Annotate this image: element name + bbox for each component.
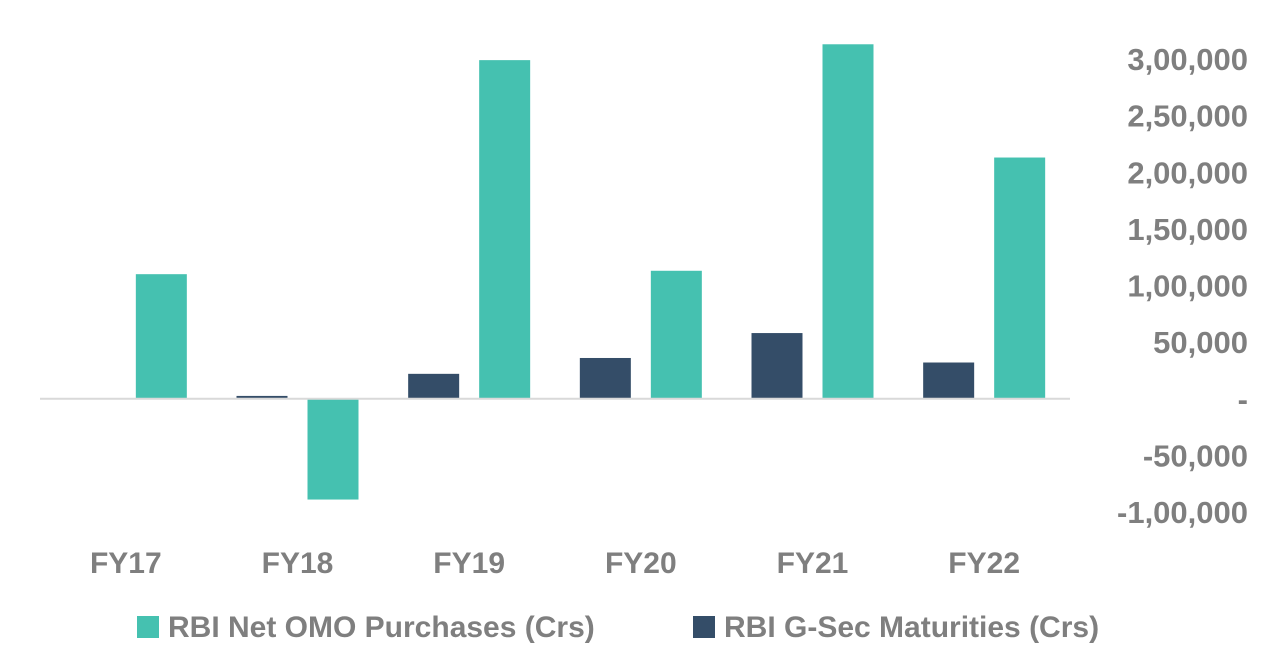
bars-layer bbox=[135, 44, 1046, 500]
bar-net-omo-purchases-fy20 bbox=[650, 270, 702, 399]
x-tick-label: FY18 bbox=[262, 547, 334, 580]
bar-gsec-maturities-fy20 bbox=[579, 357, 631, 399]
y-tick-label: -1,00,000 bbox=[1117, 495, 1248, 530]
x-axis: FY17 FY18 FY19 FY20 FY21 FY22 bbox=[90, 547, 1020, 580]
x-tick-label: FY17 bbox=[90, 547, 162, 580]
bar-gsec-maturities-fy22 bbox=[923, 362, 975, 399]
legend-label: RBI G-Sec Maturities (Crs) bbox=[724, 611, 1099, 644]
x-tick-label: FY20 bbox=[605, 547, 677, 580]
y-tick-label: 1,00,000 bbox=[1127, 269, 1248, 304]
y-tick-label: -50,000 bbox=[1143, 438, 1248, 473]
legend-label: RBI Net OMO Purchases (Crs) bbox=[168, 611, 595, 644]
y-tick-label: - bbox=[1238, 382, 1248, 417]
y-tick-label: 3,00,000 bbox=[1127, 42, 1248, 77]
y-tick-label: 1,50,000 bbox=[1127, 212, 1248, 247]
y-tick-label: 50,000 bbox=[1153, 325, 1248, 360]
legend-swatch bbox=[693, 616, 715, 638]
y-tick-label: 2,00,000 bbox=[1127, 155, 1248, 190]
bar-net-omo-purchases-fy17 bbox=[135, 274, 187, 399]
bar-gsec-maturities-fy18 bbox=[236, 395, 288, 399]
bar-net-omo-purchases-fy22 bbox=[994, 157, 1046, 399]
bar-net-omo-purchases-fy21 bbox=[822, 44, 874, 399]
y-tick-label: 2,50,000 bbox=[1127, 99, 1248, 134]
x-tick-label: FY21 bbox=[777, 547, 849, 580]
legend-swatch bbox=[137, 616, 159, 638]
legend: RBI Net OMO Purchases (Crs) RBI G-Sec Mat… bbox=[137, 611, 1099, 644]
bar-gsec-maturities-fy19 bbox=[408, 373, 460, 399]
bar-net-omo-purchases-fy18 bbox=[307, 398, 359, 500]
y-axis: 3,00,000 2,50,000 2,00,000 1,50,000 1,00,000… bbox=[1117, 42, 1248, 530]
x-tick-label: FY22 bbox=[948, 547, 1020, 580]
x-tick-label: FY19 bbox=[433, 547, 505, 580]
bar-gsec-maturities-fy21 bbox=[751, 333, 803, 399]
bar-net-omo-purchases-fy19 bbox=[479, 60, 531, 399]
